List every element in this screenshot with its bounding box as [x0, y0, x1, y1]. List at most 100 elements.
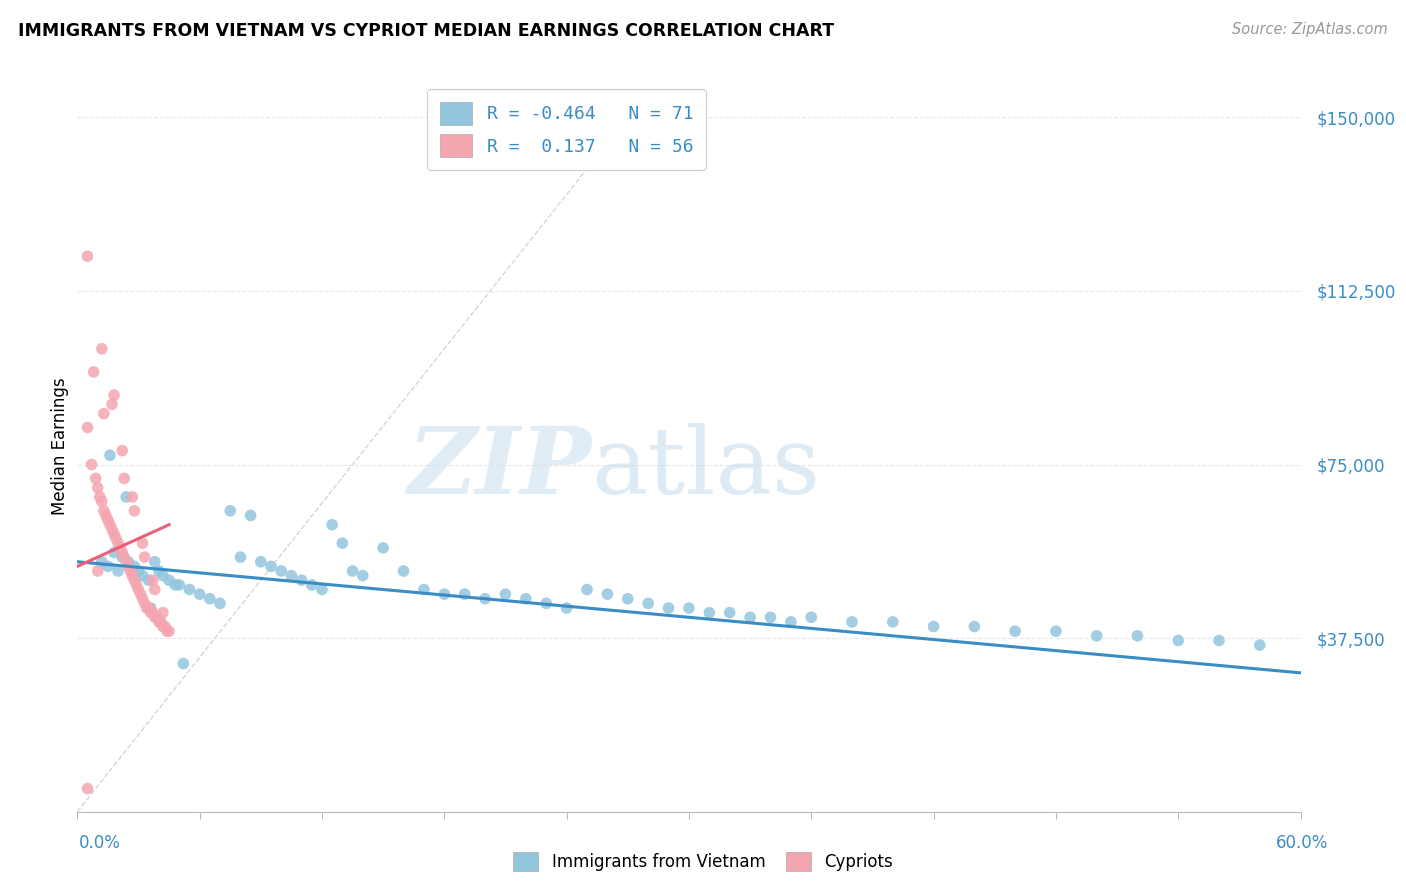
Point [250, 555, 273, 569]
Point [555, 601, 578, 615]
Point [84, 471, 107, 485]
Point [83, 365, 105, 379]
Point [617, 591, 640, 606]
Point [1045, 624, 1067, 639]
Point [165, 578, 187, 592]
Point [179, 582, 201, 597]
Point [129, 587, 152, 601]
Text: 0.0%: 0.0% [79, 834, 121, 852]
Point [76, 420, 98, 434]
Point [111, 545, 134, 559]
Point [413, 582, 436, 597]
Text: atlas: atlas [591, 423, 820, 513]
Point [90, 342, 112, 356]
Point [1085, 629, 1108, 643]
Point [131, 536, 153, 550]
Point [1249, 638, 1271, 652]
Point [121, 490, 143, 504]
Point [219, 504, 242, 518]
Point [117, 555, 139, 569]
Point [515, 591, 537, 606]
Point [143, 582, 166, 597]
Legend: R = -0.464   N = 71, R =  0.137   N = 56: R = -0.464 N = 71, R = 0.137 N = 56 [427, 89, 706, 170]
Point [112, 471, 135, 485]
Point [107, 564, 129, 578]
Point [596, 587, 619, 601]
Point [841, 615, 863, 629]
Point [93, 407, 115, 421]
Point [198, 591, 221, 606]
Point [270, 564, 292, 578]
Point [280, 568, 302, 582]
Point [103, 527, 125, 541]
Point [139, 601, 162, 615]
Point [98, 448, 121, 462]
Point [93, 504, 115, 518]
Point [94, 508, 117, 523]
Point [301, 578, 323, 592]
Point [169, 578, 191, 592]
Point [922, 619, 945, 633]
Text: Source: ZipAtlas.com: Source: ZipAtlas.com [1232, 22, 1388, 37]
Point [127, 564, 149, 578]
Point [152, 619, 174, 633]
Point [157, 574, 180, 588]
Point [239, 508, 262, 523]
Point [148, 564, 170, 578]
Point [495, 587, 517, 601]
Legend: Immigrants from Vietnam, Cypriots: Immigrants from Vietnam, Cypriots [505, 843, 901, 880]
Point [98, 517, 121, 532]
Point [342, 564, 364, 578]
Point [112, 550, 135, 565]
Point [453, 587, 475, 601]
Point [321, 517, 343, 532]
Point [474, 591, 496, 606]
Point [392, 564, 415, 578]
Y-axis label: Median Earnings: Median Earnings [51, 377, 69, 515]
Point [963, 619, 986, 633]
Point [188, 587, 211, 601]
Point [658, 601, 681, 615]
Point [143, 610, 166, 624]
Text: 60.0%: 60.0% [1277, 834, 1329, 852]
Point [107, 536, 129, 550]
Point [148, 615, 170, 629]
Point [139, 606, 162, 620]
Point [76, 781, 98, 796]
Point [152, 568, 174, 582]
Point [152, 606, 174, 620]
Point [740, 610, 762, 624]
Point [124, 504, 146, 518]
Point [103, 545, 125, 559]
Point [97, 559, 120, 574]
Point [90, 555, 112, 569]
Point [332, 536, 354, 550]
Point [131, 591, 153, 606]
Point [138, 574, 160, 588]
Point [153, 619, 176, 633]
Point [311, 582, 333, 597]
Point [115, 490, 138, 504]
Point [138, 601, 160, 615]
Point [134, 550, 156, 565]
Point [800, 610, 823, 624]
Point [759, 610, 782, 624]
Point [87, 564, 110, 578]
Point [882, 615, 904, 629]
Point [290, 574, 312, 588]
Point [149, 615, 172, 629]
Point [371, 541, 394, 555]
Point [157, 624, 180, 639]
Point [89, 490, 111, 504]
Point [142, 606, 165, 620]
Point [156, 624, 179, 639]
Point [229, 550, 252, 565]
Point [115, 555, 138, 569]
Point [127, 582, 149, 597]
Point [76, 249, 98, 263]
Point [135, 601, 157, 615]
Point [1167, 633, 1189, 648]
Point [1126, 629, 1149, 643]
Point [779, 615, 801, 629]
Point [718, 606, 741, 620]
